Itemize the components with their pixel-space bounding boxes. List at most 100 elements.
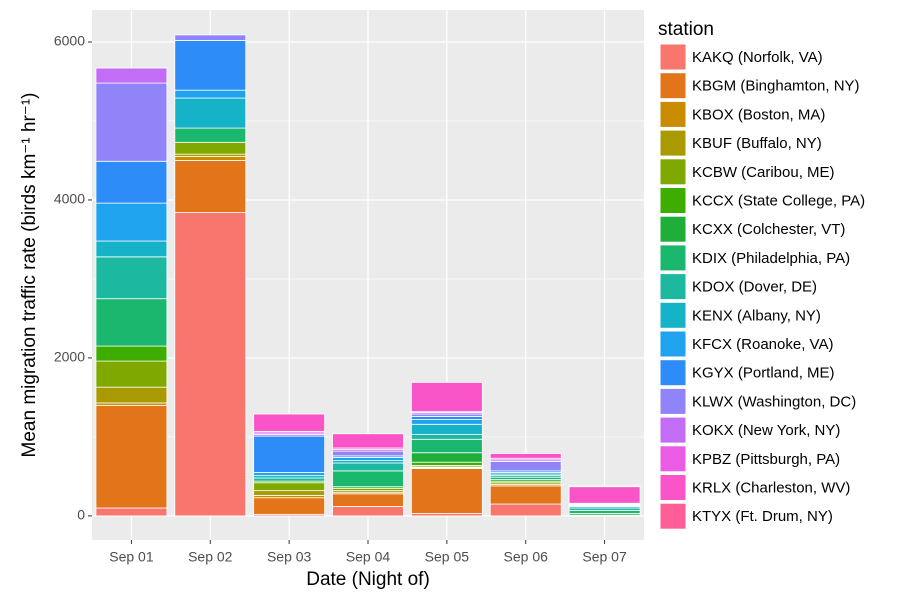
bar-segment xyxy=(332,450,404,457)
legend-key xyxy=(659,43,687,71)
legend-label: KDIX (Philadelphia, PA) xyxy=(692,250,850,267)
bar-segment xyxy=(410,419,483,425)
bar-segment xyxy=(95,160,168,204)
y-tick-label: 6000 xyxy=(54,33,85,49)
bar-segment xyxy=(410,438,483,454)
legend-label: KOKX (New York, NY) xyxy=(692,422,840,439)
legend-key xyxy=(659,100,687,128)
bar-segment xyxy=(410,415,483,420)
legend-key xyxy=(659,72,687,100)
y-tick-label: 0 xyxy=(77,507,85,523)
x-tick-label: Sep 06 xyxy=(504,549,549,565)
bar-segment xyxy=(174,141,247,155)
legend-key xyxy=(659,416,687,444)
bar-segment xyxy=(332,493,404,507)
legend-key xyxy=(659,330,687,358)
legend-label: KTYX (Ft. Drum, NY) xyxy=(692,508,833,525)
bar-segment xyxy=(253,490,326,496)
bar-segment xyxy=(253,497,326,515)
legend-key xyxy=(659,445,687,473)
legend-key xyxy=(659,301,687,329)
legend-label: KAKQ (Norfolk, VA) xyxy=(692,49,823,66)
bar-segment xyxy=(332,433,404,449)
bar-segment xyxy=(568,486,641,504)
bar-segment xyxy=(95,240,168,258)
bar-segment xyxy=(95,67,168,84)
legend-label: KCBW (Caribou, ME) xyxy=(692,164,835,181)
bar-segment xyxy=(332,457,404,462)
bar-segment xyxy=(95,507,168,517)
bar-segment xyxy=(253,413,326,432)
bar-segment xyxy=(410,452,483,463)
legend-label: KCXX (Colchester, VT) xyxy=(692,221,845,238)
bar-segment xyxy=(95,256,168,300)
x-tick-label: Sep 05 xyxy=(425,549,470,565)
legend-label: KCCX (State College, PA) xyxy=(692,192,865,209)
bar-segment xyxy=(489,485,562,505)
bar-segment xyxy=(410,382,483,413)
x-tick-label: Sep 07 xyxy=(582,549,627,565)
legend-key xyxy=(659,215,687,243)
bar-segment xyxy=(95,82,168,162)
bar-segment xyxy=(489,453,562,459)
bar-segment xyxy=(174,212,247,517)
y-axis-title: Mean migration traffic rate (birds km⁻¹ … xyxy=(19,93,40,458)
y-tick-label: 4000 xyxy=(54,191,85,207)
bar-segment xyxy=(568,485,641,488)
bar-segment xyxy=(174,40,247,91)
bar-segment xyxy=(489,461,562,472)
bar-segment xyxy=(95,345,168,362)
bar-segment xyxy=(174,156,247,161)
legend-label: KBUF (Buffalo, NY) xyxy=(692,135,822,152)
legend-key xyxy=(659,502,687,530)
bar-segment xyxy=(174,160,247,214)
bar-segment xyxy=(95,404,168,509)
legend-title: station xyxy=(658,19,714,40)
legend-key xyxy=(659,273,687,301)
legend-key xyxy=(659,187,687,214)
legend-label: KLWX (Washington, DC) xyxy=(692,393,856,410)
bar-segment xyxy=(253,435,326,473)
legend-key xyxy=(659,244,687,272)
bar-segment xyxy=(174,127,247,143)
bar-segment xyxy=(253,477,326,482)
bar-segment xyxy=(410,434,483,440)
bar-segment xyxy=(410,461,483,466)
bar-segment xyxy=(95,202,168,242)
x-tick-label: Sep 03 xyxy=(267,549,312,565)
legend-label: KBOX (Boston, MA) xyxy=(692,106,825,123)
legend-key xyxy=(659,387,687,415)
bar-segment xyxy=(174,97,247,129)
bar-segment xyxy=(95,360,168,388)
legend-label: KRLX (Charleston, WV) xyxy=(692,479,850,496)
bar-segment xyxy=(174,89,247,99)
bar-segment xyxy=(332,462,404,472)
bar-segment xyxy=(332,470,404,488)
legend-label: KGYX (Portland, ME) xyxy=(692,365,835,382)
bar-segment xyxy=(568,509,641,514)
legend-key xyxy=(659,359,687,387)
legend-key xyxy=(659,158,687,186)
x-tick-label: Sep 04 xyxy=(346,549,391,565)
legend-label: KENX (Albany, NY) xyxy=(692,307,821,324)
legend-key xyxy=(659,474,687,501)
bar-segment xyxy=(410,423,483,435)
legend-label: KBGM (Binghamton, NY) xyxy=(692,78,860,95)
bar-segment xyxy=(95,386,168,404)
x-axis-title: Date (Night of) xyxy=(306,569,430,590)
legend-label: KPBZ (Pittsburgh, PA) xyxy=(692,451,840,468)
bar-segment xyxy=(410,468,483,514)
legend-label: KFCX (Roanoke, VA) xyxy=(692,336,833,353)
legend-key xyxy=(659,129,687,157)
bar-segment xyxy=(489,503,562,517)
legend-label: KDOX (Dover, DE) xyxy=(692,279,817,296)
bar-segment xyxy=(332,506,404,517)
bar-segment xyxy=(253,472,326,477)
bar-segment xyxy=(174,34,247,41)
x-tick-label: Sep 02 xyxy=(188,549,233,565)
bar-segment xyxy=(253,482,326,492)
bar-segment xyxy=(95,298,168,347)
x-tick-label: Sep 01 xyxy=(109,549,154,565)
y-tick-label: 2000 xyxy=(54,349,85,365)
